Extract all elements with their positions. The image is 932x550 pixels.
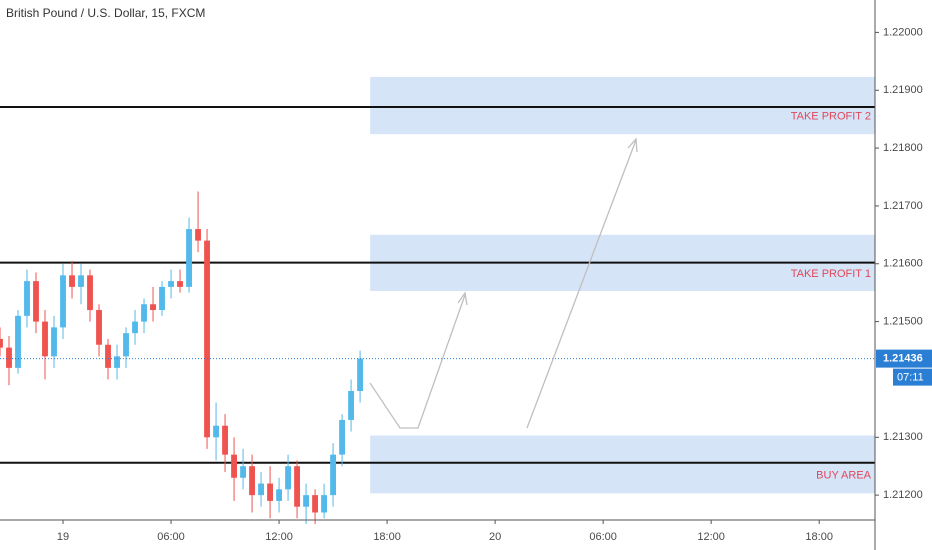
zone-label: TAKE PROFIT 1	[791, 268, 871, 280]
candle-body	[195, 229, 201, 241]
candle-body	[285, 466, 291, 490]
candle-body	[24, 281, 30, 316]
candle-body	[69, 275, 75, 287]
candle-body	[150, 304, 156, 311]
candle-body	[105, 344, 111, 368]
candle-body	[294, 466, 300, 507]
candle-body	[42, 321, 48, 357]
y-tick-label: 1.21800	[883, 142, 923, 154]
arrow-head	[627, 137, 638, 153]
candle-body	[123, 333, 129, 357]
candle-body	[60, 275, 66, 328]
x-tick-label: 12:00	[697, 531, 725, 543]
candle-body	[168, 281, 174, 287]
arrow-path	[369, 294, 466, 429]
countdown-label: 07:11	[897, 372, 924, 384]
y-tick-label: 1.22000	[883, 26, 923, 38]
candle-body	[240, 466, 246, 478]
y-tick-label: 1.21500	[883, 316, 923, 328]
zone-label: TAKE PROFIT 2	[791, 110, 871, 122]
candle-body	[276, 489, 282, 501]
candle-body	[231, 454, 237, 478]
candle-body	[132, 321, 138, 334]
candle-body	[159, 286, 165, 311]
candle-body	[6, 347, 12, 368]
candle-body	[330, 454, 337, 496]
candle-body	[114, 356, 120, 368]
x-tick-label: 20	[489, 531, 501, 543]
candle-body	[78, 275, 84, 287]
countdown-bg	[893, 368, 932, 386]
candle-body	[87, 275, 93, 311]
zone	[370, 76, 875, 135]
candle-body	[141, 304, 147, 322]
candle-body	[51, 327, 57, 357]
y-tick-label: 1.21600	[883, 258, 923, 270]
candle-body	[258, 483, 264, 496]
candle-body	[177, 281, 183, 287]
candle-body	[33, 281, 39, 322]
y-tick-label: 1.21700	[883, 200, 923, 212]
candle-body	[303, 495, 309, 507]
price-label: 1.21436	[883, 353, 923, 365]
x-tick-label: 06:00	[589, 531, 617, 543]
x-tick-label: 12:00	[265, 531, 293, 543]
candle-body	[96, 310, 102, 345]
candle-body	[339, 419, 346, 455]
candle-body	[348, 391, 355, 420]
candle-body	[312, 495, 318, 513]
zone-label: BUY AREA	[816, 469, 871, 481]
candle-body	[249, 466, 255, 496]
candle-body	[15, 315, 21, 368]
candle-body	[321, 495, 327, 513]
candle-body	[0, 338, 3, 348]
candle-body	[222, 425, 228, 455]
price-label-bg	[876, 349, 932, 368]
plot-area: TAKE PROFIT 2 TAKE PROFIT 1 BUY AREA	[0, 76, 875, 525]
candle-body	[267, 483, 273, 501]
zone	[370, 435, 875, 494]
x-tick-label: 06:00	[157, 531, 185, 543]
candle-body	[204, 240, 210, 438]
candle-body	[213, 425, 219, 438]
x-tick-label: 18:00	[373, 531, 401, 543]
arrow-head	[457, 291, 468, 306]
arrow-path	[526, 139, 637, 429]
projection-arrows	[369, 137, 638, 429]
y-tick-label: 1.21900	[883, 84, 923, 96]
x-tick-label: 18:00	[805, 531, 833, 543]
chart-title: British Pound / U.S. Dollar, 15, FXCM	[6, 6, 205, 20]
y-tick-label: 1.21200	[883, 489, 923, 501]
x-tick-label: 19	[57, 531, 69, 543]
y-tick-label: 1.21300	[883, 431, 923, 443]
candle-body	[186, 229, 192, 287]
candle-body	[357, 358, 364, 392]
